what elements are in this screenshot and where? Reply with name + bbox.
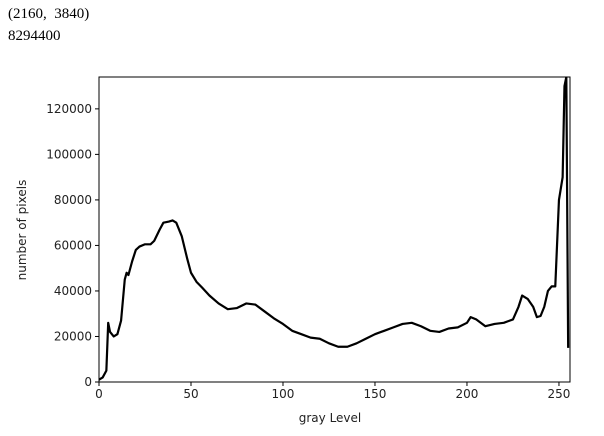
x-tick-label: 50 — [183, 387, 198, 401]
output-line: 8294400 — [8, 28, 61, 44]
x-axis-label: gray Level — [299, 411, 362, 425]
y-tick-label: 100000 — [46, 147, 92, 161]
output-line: (2160, 3840) — [8, 6, 90, 22]
y-tick-label: 20000 — [54, 329, 92, 343]
plot-frame — [98, 76, 571, 383]
y-tick-label: 0 — [84, 375, 92, 389]
data-line — [99, 77, 570, 381]
x-tick-label: 100 — [272, 387, 295, 401]
x-tick-label: 150 — [364, 387, 387, 401]
y-tick-label: 80000 — [54, 193, 92, 207]
y-tick-label: 60000 — [54, 238, 92, 252]
y-tick-label: 40000 — [54, 284, 92, 298]
x-tick-label: 250 — [548, 387, 571, 401]
y-axis-label: number of pixels — [15, 180, 29, 281]
x-tick-label: 0 — [95, 387, 103, 401]
y-tick-label: 120000 — [46, 102, 92, 116]
x-tick-label: 200 — [456, 387, 479, 401]
